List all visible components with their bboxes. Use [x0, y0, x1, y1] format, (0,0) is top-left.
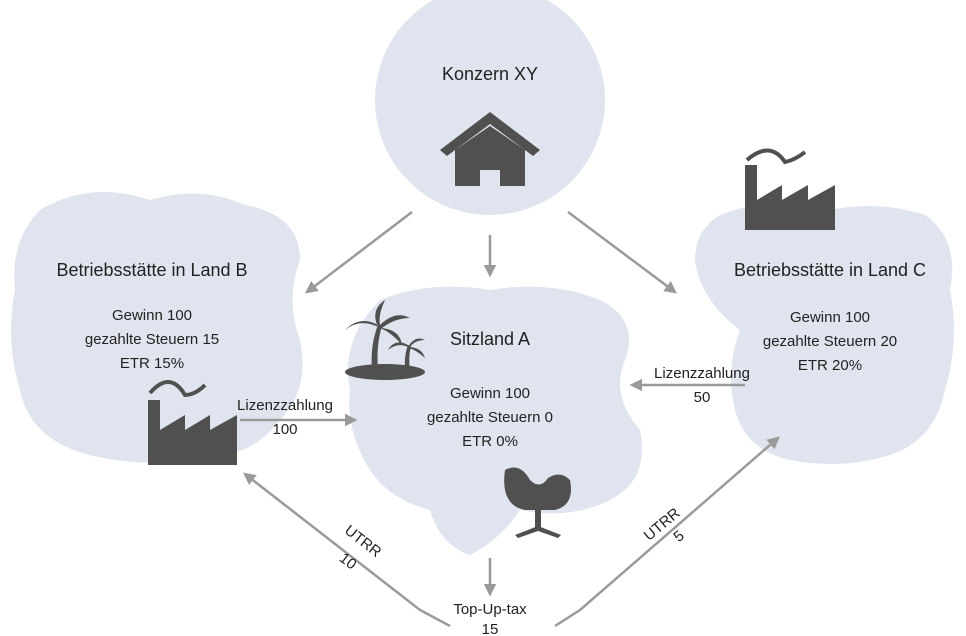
edge-label: Lizenzzahlung: [237, 397, 333, 414]
top-up-label: Top-Up-tax: [453, 601, 527, 618]
node-line: gezahlte Steuern 0: [427, 409, 553, 426]
node-line: Gewinn 100: [112, 307, 192, 324]
palm-icon: [345, 300, 425, 380]
land-c-blob: [695, 203, 954, 465]
node-title: Konzern XY: [442, 64, 538, 84]
arrow: [567, 210, 678, 294]
arrow: [243, 472, 451, 628]
arrow: [554, 436, 780, 628]
chair-icon: [504, 467, 571, 538]
edge-value: 100: [272, 421, 297, 438]
node-title: Betriebsstätte in Land B: [56, 260, 247, 280]
edge-value: 5: [670, 527, 687, 545]
edge-value: 10: [336, 550, 360, 574]
node-title: Sitzland A: [450, 329, 530, 349]
node-line: ETR 15%: [120, 355, 184, 372]
node-line: ETR 0%: [462, 433, 518, 450]
factory-b-icon: [148, 380, 237, 465]
node-title: Betriebsstätte in Land C: [734, 260, 926, 280]
konzern-circle: [375, 0, 605, 215]
node-line: gezahlte Steuern 15: [85, 331, 219, 348]
arrow: [305, 211, 413, 294]
node-line: gezahlte Steuern 20: [763, 333, 897, 350]
node-line: Gewinn 100: [790, 309, 870, 326]
node-line: ETR 20%: [798, 357, 862, 374]
edge-value: 50: [694, 389, 711, 406]
edge-label: Lizenzzahlung: [654, 365, 750, 382]
land-b-blob: [11, 192, 303, 463]
house-icon: [440, 112, 540, 186]
top-up-value: 15: [482, 621, 499, 636]
factory-c-icon: [745, 148, 835, 230]
node-line: Gewinn 100: [450, 385, 530, 402]
